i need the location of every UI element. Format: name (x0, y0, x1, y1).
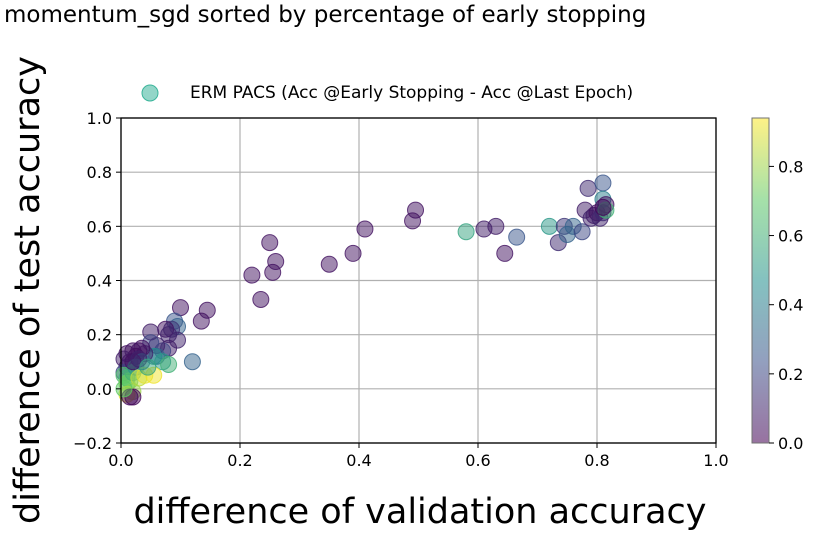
colorbar-tick-label: 0.2 (778, 365, 803, 384)
x-axis-ticks: 0.0 0.2 0.4 0.6 0.8 1.0 (108, 443, 729, 470)
chart-title: momentum_sgd sorted by percentage of ear… (4, 2, 647, 28)
data-point (243, 266, 261, 284)
data-point (496, 244, 514, 262)
x-tick-label: 0.4 (346, 451, 371, 470)
scatter-points (115, 174, 615, 406)
data-point (183, 353, 201, 371)
y-tick-label: 1.0 (87, 109, 112, 128)
x-axis-label: difference of validation accuracy (133, 492, 707, 532)
grid-lines (120, 117, 717, 444)
data-point (344, 244, 362, 262)
colorbar-tick-label: 0.4 (778, 296, 803, 315)
y-tick-label: −0.2 (73, 434, 112, 453)
y-tick-label: 0.6 (87, 217, 112, 236)
data-point (594, 198, 612, 216)
data-point (356, 220, 374, 238)
data-point (320, 255, 338, 273)
y-axis-label: difference of test accuracy (8, 56, 48, 524)
data-point (579, 179, 597, 197)
x-tick-label: 0.0 (108, 451, 133, 470)
data-point (594, 174, 612, 192)
y-tick-label: 0.2 (87, 326, 112, 345)
data-point (261, 234, 279, 252)
data-point (508, 228, 526, 246)
data-point (160, 355, 178, 373)
colorbar-tick-label: 0.8 (778, 157, 803, 176)
x-tick-label: 0.2 (227, 451, 252, 470)
y-tick-label: 0.0 (87, 380, 112, 399)
data-point (139, 358, 157, 376)
colorbar-ticks: 0.0 0.2 0.4 0.6 0.8 (769, 157, 803, 453)
colorbar (751, 117, 770, 444)
data-point (457, 223, 475, 241)
y-tick-label: 0.4 (87, 272, 112, 291)
y-axis-ticks: −0.2 0.0 0.2 0.4 0.6 0.8 1.0 (73, 109, 121, 453)
data-point (192, 312, 210, 330)
legend-marker (141, 84, 159, 102)
data-point (404, 212, 422, 230)
data-point (264, 263, 282, 281)
colorbar-tick-label: 0.0 (778, 434, 803, 453)
y-tick-label: 0.8 (87, 163, 112, 182)
legend-label: ERM PACS (Acc @Early Stopping - Acc @Las… (190, 83, 634, 103)
data-point (487, 217, 505, 235)
data-point (573, 223, 591, 241)
x-tick-label: 0.6 (465, 451, 490, 470)
data-point (252, 290, 270, 308)
x-tick-label: 0.8 (584, 451, 609, 470)
colorbar-tick-label: 0.6 (778, 227, 803, 246)
data-point (540, 217, 558, 235)
data-point (115, 380, 133, 398)
x-tick-label: 1.0 (703, 451, 728, 470)
